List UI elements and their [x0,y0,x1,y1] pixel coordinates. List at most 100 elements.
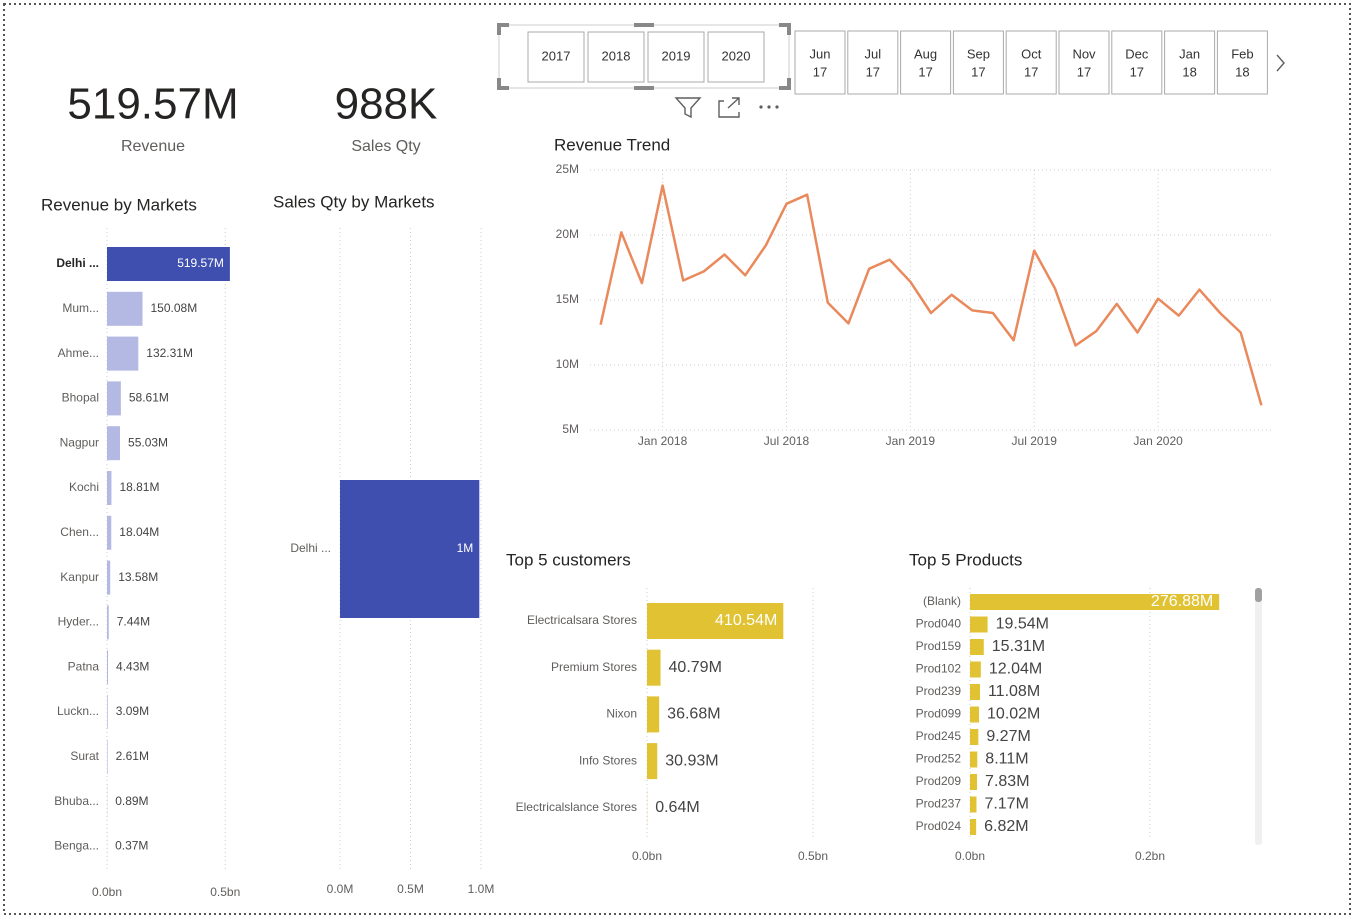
month-button[interactable] [1111,30,1163,95]
month-label: Nov [1072,46,1096,61]
x-tick-label: Jan 2019 [886,434,936,448]
bar [970,684,980,700]
bar [970,796,977,813]
data-label: 58.61M [129,391,169,405]
category-label: Prod252 [916,752,962,766]
bar [970,616,988,633]
x-tick-label: 1.0M [468,882,495,896]
x-tick-label: 0.5bn [210,885,240,899]
category-label: Mum... [62,301,99,315]
more-options[interactable] [759,105,779,109]
x-tick-label: 0.5bn [798,849,828,863]
year-label: 2019 [662,48,691,63]
data-label: 276.88M [1151,593,1213,610]
month-button[interactable] [1216,30,1268,95]
category-label: Prod159 [916,639,962,653]
x-tick-label: 0.0bn [955,849,985,863]
category-label: Delhi ... [290,541,331,555]
month-year: 17 [1130,64,1144,79]
category-label: Prod209 [916,774,962,788]
category-label: Ahme... [58,346,99,360]
chart-title: Top 5 customers [506,550,631,569]
filter-icon[interactable] [674,97,702,119]
month-button[interactable] [794,30,846,95]
data-label: 0.64M [655,799,699,816]
visual-toolbar [674,97,779,119]
x-tick-label: Jan 2020 [1133,434,1183,448]
card-label: Sales Qty [351,138,420,155]
focus-icon[interactable] [718,97,740,118]
x-tick-label: 0.0M [327,882,354,896]
month-button[interactable] [1058,30,1110,95]
month-button[interactable] [1164,30,1216,95]
data-label: 55.03M [128,435,168,449]
month-label: Oct [1021,46,1042,61]
x-tick-label: 0.0bn [92,885,122,899]
y-tick-label: 10M [556,357,579,371]
year-label: 2017 [542,48,571,63]
month-label: Dec [1125,46,1149,61]
bar [970,594,1220,610]
data-label: 0.89M [115,794,148,808]
year-button[interactable] [527,31,585,83]
category-label: Prod245 [916,729,962,743]
category-label: Surat [70,749,99,763]
bar [107,515,112,550]
category-label: Benga... [54,839,99,853]
bar [970,729,979,745]
data-label: 30.93M [665,752,718,769]
bar [107,471,112,505]
chart-title: Top 5 Products [909,550,1022,569]
bar [970,706,980,723]
month-button[interactable] [1005,30,1057,95]
year-label: 2020 [722,48,751,63]
data-label: 15.31M [992,638,1045,655]
month-label: Jul [864,46,881,61]
category-label: Prod102 [916,662,962,676]
year-slicer-frame [497,23,791,90]
year-button[interactable] [647,31,705,83]
month-button[interactable] [952,30,1004,95]
x-tick-label: 0.5M [397,882,424,896]
chart-title: Revenue by Markets [41,195,197,214]
data-label: 4.43M [116,659,149,673]
month-year: 17 [813,64,827,79]
data-label: 519.57M [177,256,224,270]
category-label: Delhi ... [56,256,99,270]
scrollbar-thumb[interactable] [1255,588,1262,602]
card-label: Revenue [121,138,185,155]
month-label: Jun [810,46,831,61]
card-value: 519.57M [67,80,238,129]
month-year: 17 [1024,64,1038,79]
month-button[interactable] [847,30,899,95]
month-year: 17 [971,64,985,79]
next-arrow[interactable] [1276,54,1285,72]
year-button[interactable] [587,31,645,83]
data-label: 12.04M [989,661,1042,678]
y-tick-label: 25M [556,162,579,176]
month-label: Aug [914,46,937,61]
bar [107,291,143,326]
bar [970,819,977,835]
year-label: 2018 [602,48,631,63]
card-value: 988K [335,80,438,129]
month-year: 17 [1077,64,1091,79]
category-label: Prod239 [916,684,962,698]
month-year: 17 [918,64,932,79]
bar [970,661,981,678]
bar [107,381,121,416]
scrollbar-track [1255,588,1262,845]
bar [970,751,978,768]
data-label: 7.83M [985,773,1029,790]
data-label: 6.82M [984,818,1028,835]
bar [107,247,230,281]
category-label: Chen... [60,525,99,539]
category-label: Prod040 [916,617,962,631]
category-label: Nagpur [60,435,99,449]
bar [970,639,984,655]
category-label: Bhopal [62,391,99,405]
page-border [3,3,1351,915]
data-label: 132.31M [146,346,193,360]
year-button[interactable] [707,31,765,83]
month-button[interactable] [900,30,952,95]
